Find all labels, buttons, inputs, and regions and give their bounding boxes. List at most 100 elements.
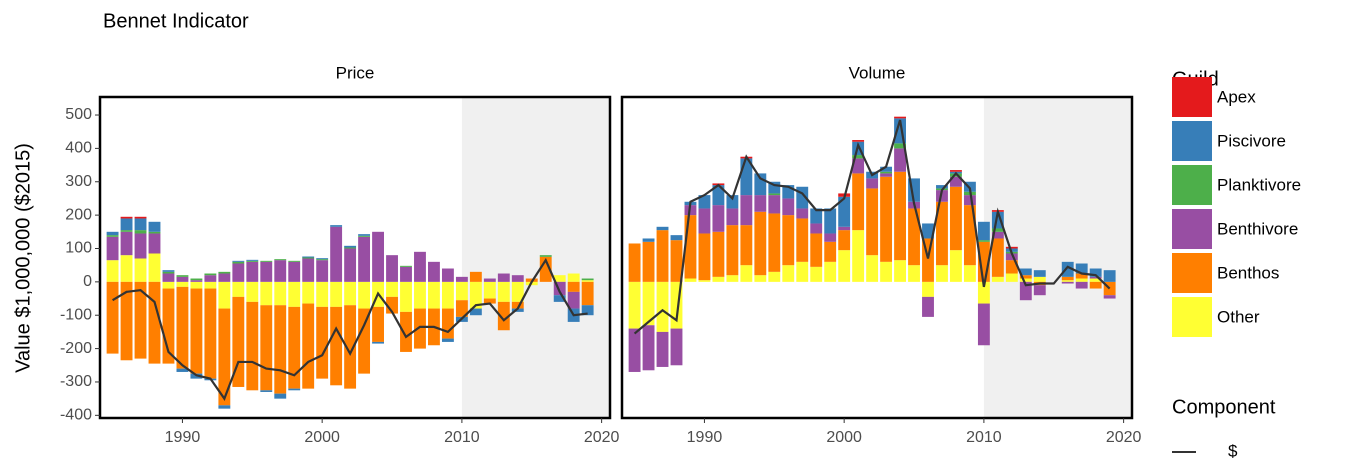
legend-label: Other (1217, 307, 1260, 326)
bar-segment (880, 166, 893, 172)
bar-segment (428, 261, 440, 282)
x-tick-label: 2020 (1106, 429, 1142, 446)
bar-segment (134, 233, 147, 259)
bar-segment (302, 256, 315, 258)
bar-segment (922, 296, 934, 317)
bar-segment (344, 247, 357, 249)
bar-segment (455, 276, 468, 282)
bar-segment (567, 273, 580, 282)
bar-segment (316, 306, 329, 379)
bar-segment (977, 241, 990, 282)
bar-segment (106, 236, 119, 261)
bar-segment (740, 158, 753, 196)
y-tick-label: -400 (60, 407, 92, 424)
y-tick-label: -300 (60, 373, 92, 390)
bar-segment (698, 208, 711, 234)
bar-segment (1019, 281, 1032, 301)
bar-segment (670, 328, 683, 366)
bar-segment (148, 221, 161, 232)
bar-segment (358, 236, 371, 282)
bar-segment (246, 301, 259, 391)
bar-segment (754, 211, 767, 276)
bar-segment (232, 261, 245, 264)
bar-segment (950, 170, 962, 172)
facet-title: Price (336, 63, 375, 82)
bar-segment (894, 143, 906, 149)
bar-segment (1089, 268, 1102, 277)
bar-segment (218, 405, 231, 409)
bar-segment (134, 230, 147, 234)
component-title: Component (1172, 396, 1276, 418)
bar-segment (260, 260, 273, 262)
bar-segment (218, 281, 231, 309)
bar-segment (567, 281, 580, 292)
bar-segment (922, 238, 934, 282)
bar-segment (106, 281, 119, 354)
bar-segment (963, 265, 976, 282)
y-tick-label: 200 (65, 206, 92, 223)
y-tick-label: 100 (65, 240, 92, 257)
bar-segment (483, 281, 496, 299)
bar-segment (880, 173, 893, 177)
bar-segment (190, 288, 203, 374)
bar-segment (936, 265, 948, 282)
bar-segment (936, 185, 948, 189)
bar-segment (274, 305, 287, 394)
bar-segment (754, 195, 767, 212)
bar-segment (441, 268, 454, 282)
bar-segment (120, 216, 133, 219)
bar-segment (950, 186, 962, 251)
bar-segment (288, 260, 301, 262)
legend-swatch (1172, 253, 1212, 293)
x-tick-label: 2010 (444, 429, 480, 446)
bar-segment (936, 201, 948, 266)
bar-segment (204, 275, 217, 282)
bar-segment (330, 281, 343, 307)
bar-segment (162, 271, 175, 274)
bar-segment (670, 281, 683, 329)
bar-segment (852, 140, 865, 142)
y-tick-label: -100 (60, 306, 92, 323)
bar-segment (497, 301, 510, 331)
bar-segment (441, 281, 454, 309)
bar-segment (1075, 263, 1088, 274)
bar-segment (908, 265, 920, 282)
bar-segment (768, 271, 781, 282)
bar-segment (768, 213, 781, 272)
bar-segment (581, 281, 594, 306)
panel-border (620, 95, 1134, 420)
bar-segment (162, 270, 175, 272)
bar-segment (400, 311, 412, 352)
bar-segment (1103, 270, 1116, 282)
bar-segment (344, 248, 357, 282)
bar-segment (539, 255, 552, 257)
bar-segment (190, 281, 203, 289)
y-tick-label: 400 (65, 140, 92, 157)
bar-segment (120, 231, 133, 256)
bar-segment (176, 368, 189, 372)
bar-segment (838, 196, 851, 227)
bar-segment (344, 305, 357, 389)
bar-segment (260, 261, 273, 282)
bar-segment (511, 301, 524, 309)
bar-segment (414, 251, 426, 282)
bar-segment (218, 271, 231, 274)
bar-segment (176, 275, 189, 277)
bar-segment (511, 275, 524, 282)
bar-segment (232, 296, 245, 387)
legend-swatch (1172, 165, 1212, 205)
bar-segment (866, 188, 879, 256)
bar-segment (511, 281, 524, 302)
bar-segment (176, 276, 189, 282)
bar-segment (894, 116, 906, 119)
bar-segment (455, 281, 468, 301)
bar-segment (628, 328, 641, 372)
bar-segment (894, 260, 906, 282)
bar-segment (977, 303, 990, 346)
bar-segment (441, 338, 454, 342)
bar-segment (1005, 246, 1018, 249)
bar-segment (726, 195, 739, 209)
bar-segment (316, 281, 329, 307)
bar-segment (950, 176, 962, 187)
bar-segment (372, 341, 384, 344)
